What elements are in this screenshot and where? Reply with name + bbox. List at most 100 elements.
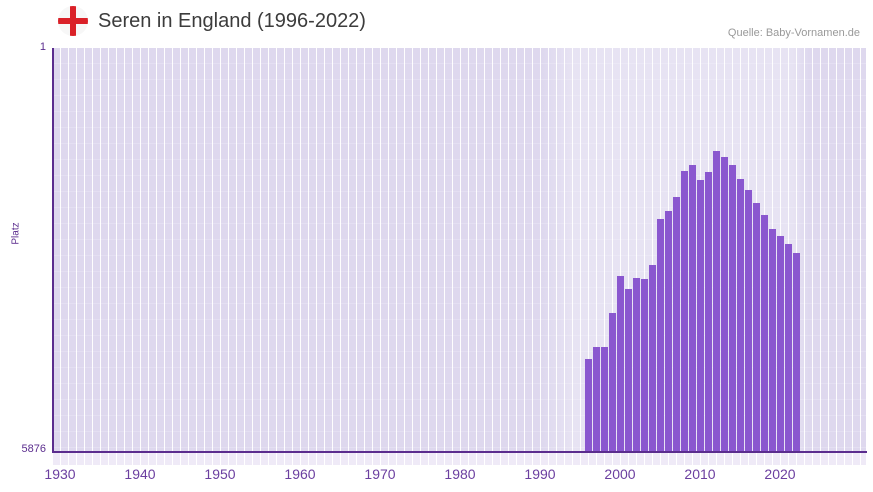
x-tick-minor (525, 453, 532, 465)
y-axis-line (52, 48, 54, 453)
bar[interactable] (761, 215, 768, 452)
x-tick-minor (613, 453, 620, 465)
x-tick-minor (381, 453, 388, 465)
x-tick-minor (469, 453, 476, 465)
x-tick-minor (509, 453, 516, 465)
x-tick-minor (589, 453, 596, 465)
bar[interactable] (689, 165, 696, 452)
x-axis-tick-label: 1990 (524, 466, 556, 482)
x-tick-minor (565, 453, 572, 465)
x-axis-tick-label: 2020 (764, 466, 796, 482)
bar[interactable] (593, 347, 600, 452)
x-tick-minor (725, 453, 732, 465)
x-axis-tick-label: 1940 (124, 466, 156, 482)
x-tick-minor (765, 453, 772, 465)
x-tick-minor (165, 453, 172, 465)
x-tick-minor (269, 453, 276, 465)
bar[interactable] (705, 172, 712, 452)
bar[interactable] (665, 210, 672, 452)
x-tick-minor (309, 453, 316, 465)
x-tick-minor (837, 453, 844, 465)
x-tick-minor (805, 453, 812, 465)
x-tick-minor (181, 453, 188, 465)
x-axis-tick-label: 1980 (444, 466, 476, 482)
x-tick-minor (101, 453, 108, 465)
x-axis-tick-label: 1950 (204, 466, 236, 482)
x-axis-tick-label: 2000 (604, 466, 636, 482)
x-tick-minor (221, 453, 228, 465)
x-tick-minor (741, 453, 748, 465)
x-tick-minor (125, 453, 132, 465)
source-attribution: Quelle: Baby-Vornamen.de (727, 27, 860, 39)
x-axis-tick-label: 1970 (364, 466, 396, 482)
bar[interactable] (721, 156, 728, 452)
x-tick-minor (709, 453, 716, 465)
x-tick-minor (109, 453, 116, 465)
bar[interactable] (697, 179, 704, 452)
x-tick-minor (813, 453, 820, 465)
x-tick-minor (117, 453, 124, 465)
x-tick-minor (845, 453, 852, 465)
x-tick-minor (69, 453, 76, 465)
x-tick-minor (797, 453, 804, 465)
bar[interactable] (729, 165, 736, 452)
x-tick-minor (757, 453, 764, 465)
x-axis-tick-label: 1930 (44, 466, 76, 482)
x-tick-minor (597, 453, 604, 465)
x-tick-minor (621, 453, 628, 465)
x-tick-minor (677, 453, 684, 465)
bar[interactable] (777, 235, 784, 452)
x-tick-minor (557, 453, 564, 465)
bar[interactable] (649, 264, 656, 452)
bar[interactable] (681, 171, 688, 452)
x-tick-minor (789, 453, 796, 465)
bar[interactable] (585, 358, 592, 452)
flag-cross-horizontal (58, 18, 88, 24)
x-tick-minor (581, 453, 588, 465)
x-tick-minor (645, 453, 652, 465)
x-tick-minor (861, 453, 866, 465)
x-tick-minor (301, 453, 308, 465)
x-tick-minor (61, 453, 68, 465)
bar[interactable] (641, 278, 648, 452)
bar[interactable] (673, 197, 680, 452)
bar[interactable] (625, 288, 632, 452)
england-flag-icon (58, 6, 88, 36)
x-tick-minor (245, 453, 252, 465)
x-tick-minor (189, 453, 196, 465)
x-tick-minor (773, 453, 780, 465)
x-tick-minor (629, 453, 636, 465)
x-tick-minor (293, 453, 300, 465)
bar[interactable] (785, 243, 792, 452)
x-tick-minor (341, 453, 348, 465)
x-tick-minor (653, 453, 660, 465)
x-axis-tick-strip (53, 453, 866, 465)
y-axis-tick-bottom: 5876 (21, 443, 46, 455)
bar[interactable] (753, 203, 760, 452)
y-axis-tick-top: 1 (39, 41, 46, 53)
bar[interactable] (769, 228, 776, 452)
x-tick-minor (53, 453, 60, 465)
x-tick-minor (253, 453, 260, 465)
chart-title: Seren in England (1996-2022) (98, 10, 366, 32)
x-tick-minor (421, 453, 428, 465)
x-tick-minor (77, 453, 84, 465)
bar[interactable] (609, 312, 616, 452)
bar[interactable] (657, 218, 664, 452)
bar[interactable] (737, 178, 744, 452)
bar[interactable] (745, 189, 752, 452)
x-tick-minor (173, 453, 180, 465)
bar[interactable] (793, 253, 800, 452)
bar[interactable] (617, 275, 624, 452)
bar[interactable] (601, 347, 608, 452)
x-tick-minor (261, 453, 268, 465)
x-axis-line (52, 451, 867, 453)
x-tick-minor (213, 453, 220, 465)
x-tick-minor (157, 453, 164, 465)
bar[interactable] (713, 151, 720, 452)
x-tick-minor (717, 453, 724, 465)
x-tick-minor (437, 453, 444, 465)
bar[interactable] (633, 277, 640, 452)
x-tick-minor (541, 453, 548, 465)
x-tick-minor (477, 453, 484, 465)
